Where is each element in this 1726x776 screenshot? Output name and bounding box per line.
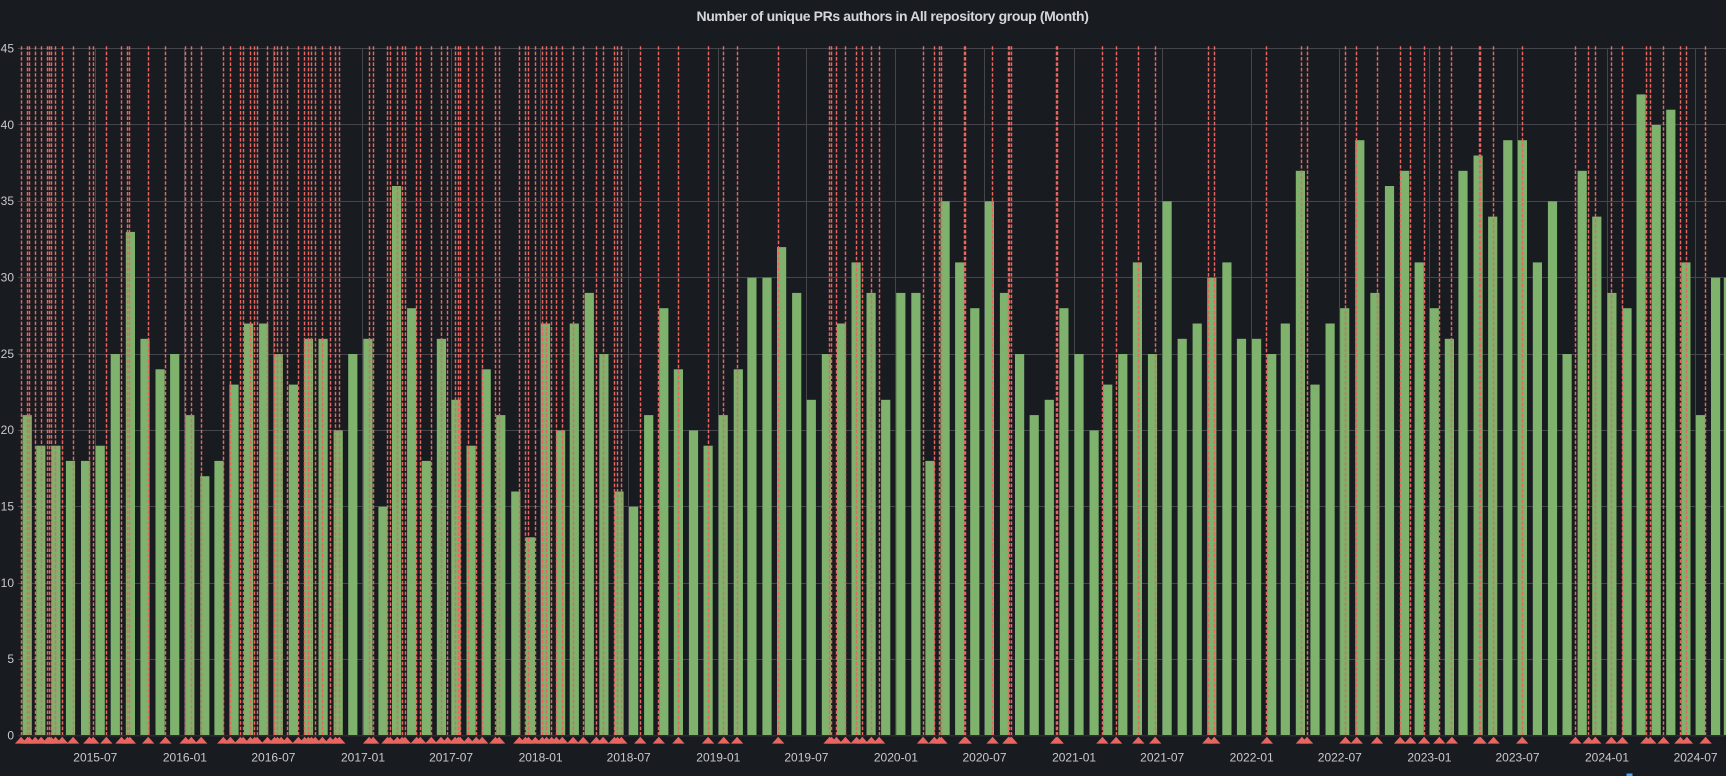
svg-text:2022-07: 2022-07 xyxy=(1318,751,1362,765)
svg-text:2024-07: 2024-07 xyxy=(1674,751,1718,765)
svg-text:35: 35 xyxy=(1,194,15,208)
svg-text:2020-01: 2020-01 xyxy=(874,751,918,765)
svg-text:45: 45 xyxy=(1,41,15,55)
svg-text:2022-01: 2022-01 xyxy=(1230,751,1274,765)
svg-text:2018-01: 2018-01 xyxy=(519,751,563,765)
svg-text:0: 0 xyxy=(7,729,14,743)
svg-text:2023-07: 2023-07 xyxy=(1495,751,1539,765)
svg-text:15: 15 xyxy=(1,500,15,514)
svg-text:2018-07: 2018-07 xyxy=(607,751,651,765)
svg-text:2024-01: 2024-01 xyxy=(1585,751,1629,765)
svg-text:5: 5 xyxy=(7,652,14,666)
svg-text:2021-07: 2021-07 xyxy=(1140,751,1184,765)
svg-text:25: 25 xyxy=(1,347,15,361)
svg-text:2015-07: 2015-07 xyxy=(73,751,117,765)
svg-text:30: 30 xyxy=(1,271,15,285)
svg-text:Number of unique PRs authors i: Number of unique PRs authors in All repo… xyxy=(696,8,1088,24)
svg-text:2016-07: 2016-07 xyxy=(251,751,295,765)
svg-text:20: 20 xyxy=(1,423,15,437)
svg-text:40: 40 xyxy=(1,118,15,132)
svg-text:2019-01: 2019-01 xyxy=(696,751,740,765)
svg-text:2017-01: 2017-01 xyxy=(341,751,385,765)
svg-text:2017-07: 2017-07 xyxy=(429,751,473,765)
svg-text:2019-07: 2019-07 xyxy=(784,751,828,765)
svg-text:2016-01: 2016-01 xyxy=(163,751,207,765)
svg-text:2020-07: 2020-07 xyxy=(962,751,1006,765)
svg-text:2021-01: 2021-01 xyxy=(1052,751,1096,765)
svg-text:2023-01: 2023-01 xyxy=(1407,751,1451,765)
svg-text:10: 10 xyxy=(1,576,15,590)
